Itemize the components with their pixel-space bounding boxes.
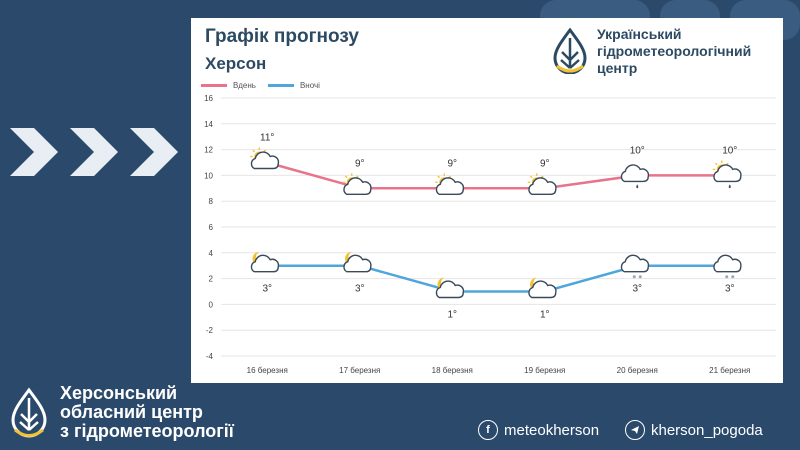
x-tick-label: 16 березня bbox=[247, 366, 288, 375]
moon-cloud-icon bbox=[528, 277, 557, 299]
footer-name-line-1: Херсонський bbox=[60, 383, 178, 403]
y-tick-label: 6 bbox=[209, 223, 214, 232]
legend-day-label: Вдень bbox=[233, 81, 256, 90]
night-data-label: 1° bbox=[447, 310, 457, 321]
day-data-label: 11° bbox=[260, 133, 274, 144]
legend-night-swatch bbox=[267, 84, 294, 87]
moon-cloud-icon bbox=[343, 251, 372, 273]
day-series-line bbox=[266, 161, 730, 190]
forecast-card: Графік прогнозу Херсон Український гідро… bbox=[191, 18, 783, 383]
legend-night-label: Вночі bbox=[299, 81, 320, 90]
telegram-handle: kherson_pogoda bbox=[651, 421, 763, 439]
moon-cloud-icon bbox=[435, 277, 465, 299]
y-tick-label: -4 bbox=[206, 352, 214, 361]
x-tick-label: 19 березня bbox=[524, 366, 565, 375]
hydromet-logo-icon bbox=[553, 28, 587, 74]
x-tick-label: 21 березня bbox=[709, 366, 750, 375]
day-data-label: 9° bbox=[540, 158, 550, 169]
telegram-icon bbox=[625, 420, 645, 440]
night-data-label: 3° bbox=[355, 284, 365, 295]
y-tick-label: -2 bbox=[206, 326, 214, 335]
brand-line-3: центр bbox=[597, 60, 638, 76]
x-tick-label: 18 березня bbox=[432, 366, 473, 375]
y-tick-label: 2 bbox=[209, 275, 214, 284]
x-tick-label: 20 березня bbox=[617, 366, 658, 375]
night-data-label: 3° bbox=[632, 284, 642, 295]
footer-name-line-3: з гідрометеорології bbox=[60, 421, 234, 441]
legend-day-swatch bbox=[201, 84, 227, 87]
y-tick-label: 16 bbox=[204, 94, 213, 103]
day-data-label: 9° bbox=[447, 158, 457, 169]
y-tick-label: 8 bbox=[209, 197, 214, 206]
city-subtitle: Херсон bbox=[205, 54, 267, 73]
hydromet-center-brand: Український гідрометеорологічний центр bbox=[549, 24, 779, 80]
cloud-sleet-icon bbox=[620, 254, 650, 279]
sun-cloud-icon bbox=[435, 173, 465, 195]
regional-center-name: Херсонський обласний центр з гідрометеор… bbox=[60, 384, 234, 441]
day-data-label: 10° bbox=[722, 145, 737, 156]
night-data-label: 3° bbox=[725, 284, 735, 295]
x-tick-label: 17 березня bbox=[339, 366, 380, 375]
y-tick-label: 12 bbox=[204, 146, 213, 155]
regional-center-logo-icon bbox=[11, 387, 47, 438]
chevron-arrows-decoration bbox=[10, 128, 178, 176]
sun-cloud-icon bbox=[342, 173, 372, 195]
cloud-sleet-icon bbox=[713, 254, 742, 279]
night-data-label: 3° bbox=[262, 284, 272, 295]
y-tick-label: 4 bbox=[209, 249, 214, 258]
chart-title: Графік прогнозу bbox=[205, 26, 359, 47]
facebook-link[interactable]: f meteokherson bbox=[478, 420, 599, 440]
brand-line-2: гідрометеорологічний bbox=[597, 43, 752, 59]
facebook-handle: meteokherson bbox=[504, 421, 600, 439]
sun-cloud-rain-icon bbox=[712, 160, 742, 189]
night-data-label: 1° bbox=[540, 310, 550, 321]
y-tick-label: 10 bbox=[204, 171, 213, 180]
moon-cloud-icon bbox=[250, 251, 280, 273]
chart-legend: Вдень Вночі bbox=[201, 81, 320, 90]
facebook-icon: f bbox=[478, 420, 498, 440]
sun-cloud-icon bbox=[527, 173, 557, 195]
day-data-label: 9° bbox=[355, 158, 365, 169]
footer-name-line-2: обласний центр bbox=[60, 402, 203, 422]
telegram-link[interactable]: kherson_pogoda bbox=[625, 420, 763, 440]
brand-line-1: Український bbox=[597, 26, 682, 42]
sun-cloud-icon bbox=[250, 147, 280, 170]
day-data-label: 10° bbox=[630, 145, 645, 156]
forecast-line-chart: 16 14 12 10 8 6 4 2 0 -2 -4 16 березня 17 березня 18 … bbox=[204, 94, 776, 375]
y-tick-label: 14 bbox=[204, 120, 213, 129]
cloud-rain-icon bbox=[620, 164, 650, 189]
y-tick-label: 0 bbox=[209, 300, 214, 309]
